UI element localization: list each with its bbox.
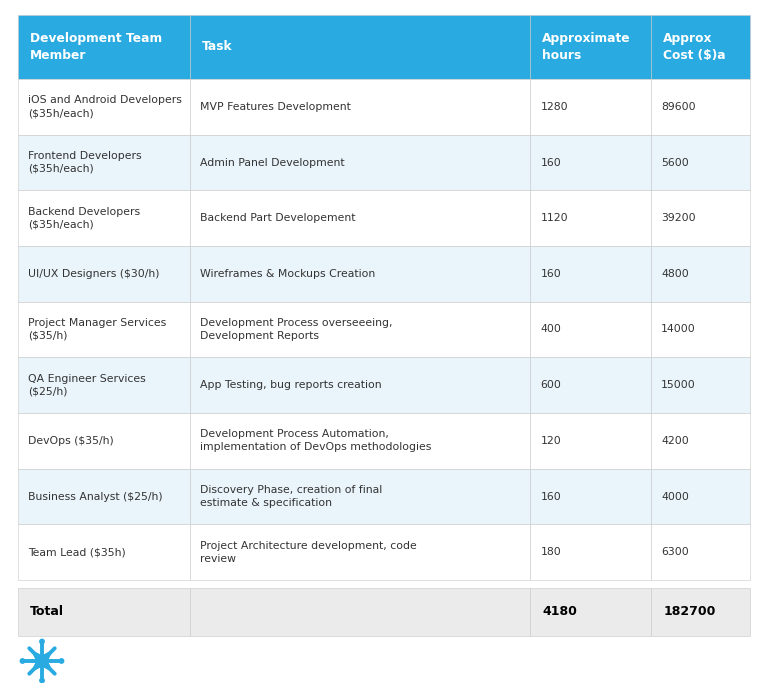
- Bar: [651, 413, 750, 469]
- Bar: [18, 79, 190, 135]
- Text: Frontend Developers
($35h/each): Frontend Developers ($35h/each): [28, 151, 141, 174]
- Text: Wireframes & Mockups Creation: Wireframes & Mockups Creation: [200, 269, 376, 279]
- Bar: [190, 302, 531, 357]
- Text: 182700: 182700: [664, 605, 716, 618]
- Text: 400: 400: [541, 324, 561, 335]
- Text: Project Architecture development, code
review: Project Architecture development, code r…: [200, 541, 417, 563]
- Text: 600: 600: [541, 380, 561, 390]
- Bar: [190, 191, 531, 246]
- Text: Approximate
hours: Approximate hours: [542, 32, 631, 61]
- Text: Task: Task: [202, 40, 233, 53]
- Bar: [531, 469, 651, 525]
- Bar: [651, 469, 750, 525]
- Text: 160: 160: [541, 269, 561, 279]
- Text: UI/UX Designers ($30/h): UI/UX Designers ($30/h): [28, 269, 160, 279]
- Text: 6300: 6300: [661, 547, 689, 557]
- Text: iOS and Android Developers
($35h/each): iOS and Android Developers ($35h/each): [28, 96, 182, 118]
- Bar: [651, 191, 750, 246]
- Bar: [18, 587, 190, 636]
- Bar: [531, 302, 651, 357]
- Bar: [531, 135, 651, 191]
- Bar: [190, 525, 531, 580]
- Bar: [190, 15, 531, 79]
- Bar: [190, 135, 531, 191]
- Bar: [531, 525, 651, 580]
- Bar: [651, 525, 750, 580]
- Text: MVP Features Development: MVP Features Development: [200, 102, 351, 112]
- Bar: [651, 79, 750, 135]
- Circle shape: [40, 678, 45, 683]
- Bar: [190, 357, 531, 413]
- PathPatch shape: [31, 650, 53, 672]
- Circle shape: [20, 659, 25, 663]
- Bar: [651, 302, 750, 357]
- Bar: [18, 302, 190, 357]
- PathPatch shape: [31, 650, 53, 672]
- Text: 89600: 89600: [661, 102, 696, 112]
- Bar: [18, 15, 190, 79]
- Text: Backend Developers
($35h/each): Backend Developers ($35h/each): [28, 207, 140, 229]
- Text: Total: Total: [30, 605, 64, 618]
- Bar: [531, 246, 651, 302]
- Text: Discovery Phase, creation of final
estimate & specification: Discovery Phase, creation of final estim…: [200, 485, 382, 508]
- Text: 120: 120: [541, 436, 561, 446]
- Bar: [190, 413, 531, 469]
- Text: 39200: 39200: [661, 213, 696, 223]
- Text: 1120: 1120: [541, 213, 568, 223]
- Bar: [531, 587, 651, 636]
- Text: 4200: 4200: [661, 436, 689, 446]
- Bar: [651, 135, 750, 191]
- Bar: [531, 79, 651, 135]
- Text: Backend Part Developement: Backend Part Developement: [200, 213, 356, 223]
- Bar: [18, 525, 190, 580]
- Bar: [651, 357, 750, 413]
- Text: 4800: 4800: [661, 269, 689, 279]
- Bar: [18, 135, 190, 191]
- Bar: [18, 357, 190, 413]
- Text: Team Lead ($35h): Team Lead ($35h): [28, 547, 126, 557]
- Text: Project Manager Services
($35/h): Project Manager Services ($35/h): [28, 318, 166, 341]
- Circle shape: [59, 659, 64, 663]
- Text: 14000: 14000: [661, 324, 696, 335]
- Bar: [531, 413, 651, 469]
- Text: 180: 180: [541, 547, 561, 557]
- PathPatch shape: [31, 650, 53, 672]
- Bar: [651, 246, 750, 302]
- Bar: [531, 15, 651, 79]
- Text: Development Process Automation,
implementation of DevOps methodologies: Development Process Automation, implemen…: [200, 430, 432, 452]
- Circle shape: [40, 639, 45, 643]
- Text: 5600: 5600: [661, 158, 689, 167]
- Bar: [531, 357, 651, 413]
- Bar: [531, 191, 651, 246]
- Bar: [18, 413, 190, 469]
- Text: Approx
Cost ($)a: Approx Cost ($)a: [664, 32, 726, 61]
- Text: App Testing, bug reports creation: App Testing, bug reports creation: [200, 380, 382, 390]
- Text: QA Engineer Services
($25/h): QA Engineer Services ($25/h): [28, 374, 146, 397]
- Text: 160: 160: [541, 492, 561, 501]
- Text: 1280: 1280: [541, 102, 568, 112]
- Text: Development Team
Member: Development Team Member: [30, 32, 162, 61]
- Text: Admin Panel Development: Admin Panel Development: [200, 158, 345, 167]
- Bar: [190, 79, 531, 135]
- Text: DevOps ($35/h): DevOps ($35/h): [28, 436, 114, 446]
- PathPatch shape: [31, 650, 53, 672]
- Bar: [651, 15, 750, 79]
- Text: Development Process overseeeing,
Development Reports: Development Process overseeeing, Develop…: [200, 318, 392, 341]
- Text: 4000: 4000: [661, 492, 689, 501]
- Text: 160: 160: [541, 158, 561, 167]
- Bar: [190, 246, 531, 302]
- Bar: [190, 587, 531, 636]
- Text: 4180: 4180: [542, 605, 578, 618]
- Bar: [18, 191, 190, 246]
- Bar: [651, 587, 750, 636]
- Text: 15000: 15000: [661, 380, 696, 390]
- Bar: [18, 246, 190, 302]
- Bar: [190, 469, 531, 525]
- Bar: [18, 469, 190, 525]
- Text: Business Analyst ($25/h): Business Analyst ($25/h): [28, 492, 163, 501]
